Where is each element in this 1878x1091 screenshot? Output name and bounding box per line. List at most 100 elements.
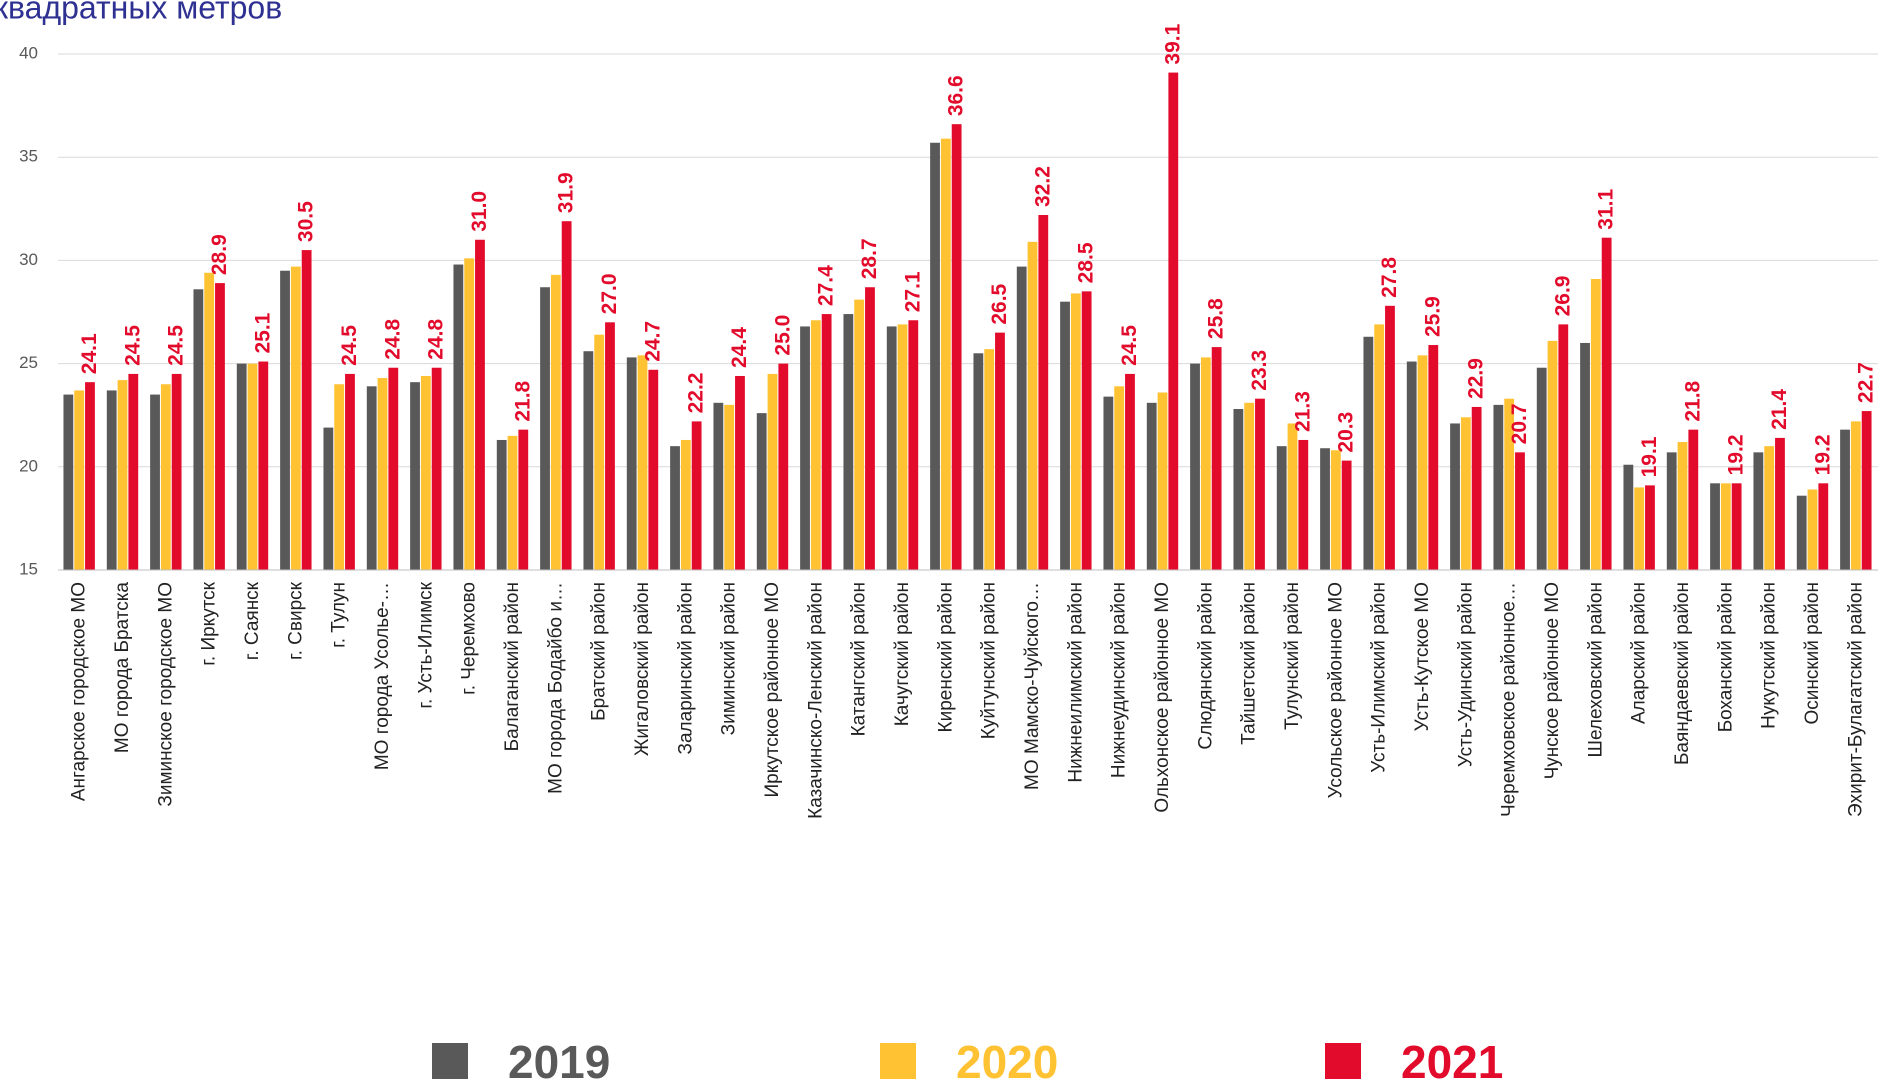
bar <box>1547 340 1558 570</box>
bar <box>1070 293 1081 570</box>
bar <box>420 375 431 570</box>
value-label: 32.2 <box>1031 166 1054 207</box>
value-label: 19.2 <box>1725 434 1748 475</box>
bar <box>886 326 897 570</box>
bar <box>1016 266 1027 570</box>
bar <box>1450 423 1460 570</box>
bar <box>1417 355 1428 570</box>
x-tick-label: Усть-Илимский район <box>1369 582 1390 773</box>
bar <box>1385 305 1395 570</box>
bar <box>1374 324 1385 570</box>
bar <box>1590 278 1601 570</box>
bar <box>388 367 399 570</box>
x-tick-label: Шелеховский район <box>1585 582 1606 757</box>
bar <box>1807 489 1818 570</box>
bar <box>1558 324 1569 570</box>
bar <box>540 287 550 570</box>
bar <box>550 274 561 570</box>
bar <box>334 384 345 570</box>
bar <box>973 353 984 570</box>
bar <box>1623 464 1634 570</box>
bar <box>518 429 529 570</box>
x-tick-label: Усть-Кутское МО <box>1412 582 1433 731</box>
bar <box>778 363 789 570</box>
x-tick-label: Казачинско-Ленский район <box>805 582 826 819</box>
bar <box>1720 483 1731 570</box>
bar <box>984 349 995 570</box>
value-label: 23.3 <box>1248 350 1271 391</box>
x-tick-label: г. Усть-Илимск <box>415 581 436 708</box>
bar <box>713 402 724 570</box>
x-tick-label: Зиминский район <box>719 582 740 735</box>
value-label: 20.3 <box>1335 412 1358 453</box>
bar <box>1298 439 1309 570</box>
value-label: 24.5 <box>338 325 361 366</box>
x-tick-label: Нижнеилимский район <box>1065 582 1086 783</box>
x-tick-label: г. Тулун <box>329 582 350 648</box>
bar <box>865 287 875 570</box>
value-label: 27.1 <box>901 271 924 312</box>
y-tick-label: 30 <box>19 250 38 269</box>
bar <box>1200 357 1211 570</box>
y-tick-label: 35 <box>19 147 38 166</box>
value-label: 24.5 <box>165 325 188 366</box>
x-tick-label: Аларский район <box>1629 582 1650 724</box>
bar <box>1493 404 1504 570</box>
bar <box>680 439 691 570</box>
value-label: 26.5 <box>988 283 1011 324</box>
bar <box>171 373 182 570</box>
bar <box>605 322 615 570</box>
bar <box>843 314 854 570</box>
bar <box>1114 386 1125 570</box>
bar <box>1244 402 1255 570</box>
bar <box>626 357 637 570</box>
bar <box>1731 483 1742 570</box>
value-label: 19.2 <box>1811 434 1834 475</box>
bar <box>345 373 355 570</box>
bar <box>1330 450 1341 570</box>
bar <box>724 404 735 570</box>
bar <box>1775 437 1785 570</box>
legend-label: 2020 <box>956 1036 1058 1088</box>
bar <box>160 384 171 570</box>
value-label: 22.2 <box>685 373 708 414</box>
value-label: 26.9 <box>1551 276 1574 317</box>
bar <box>821 314 832 570</box>
bar <box>691 421 702 570</box>
bar <box>583 351 594 570</box>
value-label: 28.9 <box>208 234 231 275</box>
value-label: 21.8 <box>1681 380 1704 421</box>
bar <box>637 355 648 570</box>
value-label: 31.0 <box>468 191 491 232</box>
bar <box>1125 373 1135 570</box>
bar <box>1645 485 1655 570</box>
bar <box>767 373 778 570</box>
x-tick-label: Нукутский район <box>1759 582 1780 729</box>
bar <box>1850 421 1861 570</box>
bar <box>1764 446 1775 570</box>
x-tick-label: Нижнеудинский район <box>1109 582 1130 778</box>
value-label: 24.5 <box>1118 325 1141 366</box>
bar <box>1276 446 1287 570</box>
value-label: 24.5 <box>121 325 144 366</box>
bar <box>1406 361 1417 570</box>
x-tick-label: Балаганский район <box>502 582 523 751</box>
bar <box>897 324 908 570</box>
bar <box>507 435 518 570</box>
bar <box>1233 409 1244 570</box>
x-tick-label: г. Свирск <box>285 581 306 660</box>
bar <box>854 299 865 570</box>
bar <box>648 369 659 570</box>
bar <box>1460 417 1471 570</box>
x-tick-label: МО города Усолье-… <box>372 582 393 770</box>
x-tick-label: Эхирит-Булагатский район <box>1845 582 1866 817</box>
bar <box>193 289 204 570</box>
x-tick-label: Боханский район <box>1715 582 1736 732</box>
bar <box>1796 495 1807 570</box>
value-label: 25.8 <box>1205 298 1228 339</box>
x-tick-label: МО города Бодайбо и… <box>545 582 566 794</box>
bar <box>1168 72 1179 571</box>
legend-label: 2019 <box>508 1036 610 1088</box>
bar <box>561 221 572 570</box>
